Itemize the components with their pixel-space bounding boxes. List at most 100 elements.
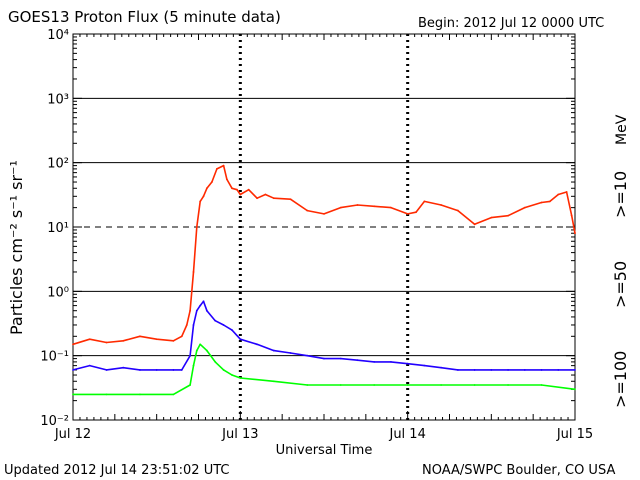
data-point: [139, 369, 141, 371]
data-point: [423, 364, 426, 367]
data-point: [423, 200, 426, 203]
data-point: [557, 193, 560, 196]
data-point: [523, 206, 526, 209]
data-point: [239, 338, 242, 341]
y-axis-ticks: 10⁻² 10⁻¹ 10⁰ 10¹ 10² 10³ 10⁴: [40, 28, 575, 429]
series-line: [72, 164, 576, 346]
y-tick-label: 10⁻¹: [40, 350, 69, 365]
data-point: [189, 354, 192, 357]
data-point: [306, 384, 309, 386]
data-point: [72, 343, 74, 346]
updated-timestamp: Updated 2012 Jul 14 23:51:02 UTC: [4, 463, 229, 478]
data-point: [570, 214, 573, 217]
data-point: [440, 366, 443, 369]
data-point: [139, 335, 141, 338]
plot-frame: [72, 33, 576, 421]
data-point: [507, 369, 509, 371]
data-point: [199, 343, 202, 346]
y-tick-label: 10⁻²: [40, 414, 69, 429]
data-point: [306, 209, 309, 212]
data-point: [540, 201, 543, 204]
data-point: [216, 168, 218, 170]
data-point: [473, 223, 476, 226]
data-point: [523, 369, 526, 371]
data-point: [490, 216, 493, 219]
data-point: [540, 384, 543, 386]
data-point: [415, 211, 417, 214]
data-point: [189, 384, 192, 386]
data-point: [507, 214, 509, 217]
data-point: [473, 369, 476, 371]
y-tick-label: 10⁰: [47, 285, 69, 300]
y-tick-label: 10²: [47, 157, 69, 172]
data-point: [231, 187, 233, 190]
data-point: [222, 324, 225, 326]
data-point: [565, 191, 568, 193]
data-point: [247, 188, 250, 191]
data-point: [155, 369, 158, 371]
data-point: [456, 209, 459, 212]
data-point: [272, 197, 275, 200]
data-point: [440, 204, 443, 206]
data-point: [195, 226, 198, 228]
legend-unit: MeV: [614, 114, 630, 145]
data-point: [306, 354, 309, 357]
data-point: [490, 369, 493, 371]
day-separators: [238, 34, 410, 420]
data-point: [231, 374, 233, 376]
data-point: [122, 366, 125, 369]
x-tick-label: Jul 15: [556, 427, 593, 442]
data-point: [195, 349, 198, 352]
data-point: [199, 304, 202, 307]
data-point: [272, 349, 275, 352]
data-point: [105, 393, 108, 396]
x-tick-label: Jul 14: [388, 427, 425, 442]
data-point: [239, 377, 242, 379]
data-point: [356, 204, 359, 206]
begin-time: Begin: 2012 Jul 12 0000 UTC: [418, 16, 604, 31]
series-group: [72, 164, 576, 396]
data-point: [189, 309, 192, 312]
data-point: [72, 393, 74, 396]
data-point: [205, 309, 208, 312]
data-point: [390, 206, 392, 209]
credit: NOAA/SWPC Boulder, CO USA: [422, 463, 615, 478]
x-tick-label: Jul 13: [221, 427, 258, 442]
data-point: [172, 339, 175, 342]
data-point: [236, 188, 238, 191]
x-tick-label: Jul 12: [54, 427, 91, 442]
data-point: [185, 324, 188, 326]
data-point: [339, 357, 342, 360]
x-axis-ticks: Jul 12 Jul 13 Jul 14 Jul 15: [54, 34, 593, 442]
data-point: [72, 369, 74, 371]
data-point: [574, 388, 576, 391]
data-point: [205, 349, 208, 352]
data-point: [210, 181, 213, 183]
data-point: [202, 300, 205, 303]
data-point: [256, 343, 258, 346]
data-point: [256, 197, 258, 200]
data-point: [574, 369, 576, 371]
data-point: [199, 200, 202, 203]
data-point: [356, 359, 359, 362]
data-point: [139, 393, 141, 396]
data-point: [192, 324, 195, 326]
data-point: [440, 384, 443, 386]
data-point: [557, 369, 560, 371]
y-tick-label: 10⁴: [47, 28, 69, 43]
data-point: [507, 384, 509, 386]
data-point: [105, 341, 108, 344]
data-point: [549, 200, 551, 203]
data-point: [226, 178, 228, 181]
series-line: [72, 300, 575, 371]
y-axis-label: Particles cm⁻² s⁻¹ sr⁻¹: [7, 160, 26, 335]
data-point: [214, 361, 217, 363]
data-point: [323, 357, 325, 360]
data-point: [205, 187, 208, 190]
legend-entry-10mev: >=10: [611, 171, 630, 218]
data-point: [339, 384, 342, 386]
data-point: [289, 352, 292, 354]
data-point: [373, 205, 376, 208]
data-point: [172, 393, 175, 396]
